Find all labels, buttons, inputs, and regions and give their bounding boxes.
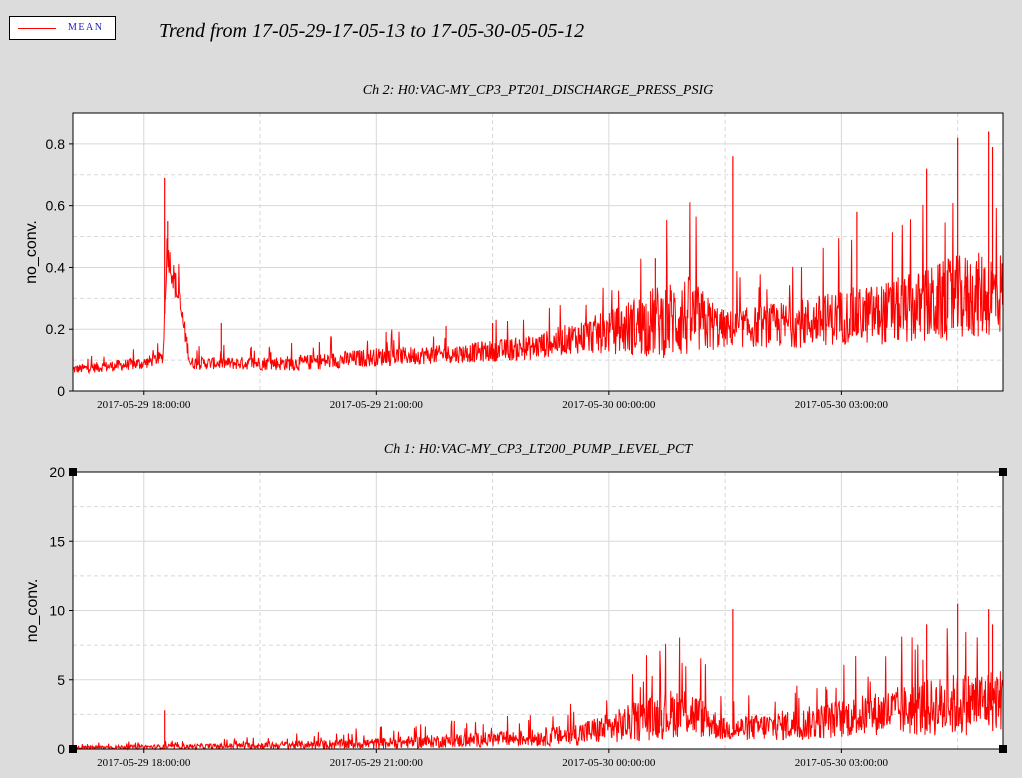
resize-handle[interactable] [69, 468, 77, 476]
y-tick-label: 0.2 [46, 321, 66, 337]
y-tick-label: 0.6 [46, 198, 66, 214]
x-tick-label: 2017-05-30 00:00:00 [562, 757, 656, 769]
x-tick-label: 2017-05-29 21:00:00 [330, 757, 424, 769]
legend-mean-label: MEAN [68, 22, 104, 33]
y-tick-label: 20 [49, 464, 65, 480]
y-tick-label: 10 [49, 603, 65, 619]
resize-handle[interactable] [999, 745, 1007, 753]
chart-1: 0 0.2 0.4 0.6 0.8 2017-05-29 18:00:00 2017-05-… [23, 83, 1004, 411]
plot-frame [72, 112, 1004, 392]
chart-title: Ch 1: H0:VAC-MY_CP3_LT200_PUMP_LEVEL_PCT [384, 442, 693, 457]
y-axis-label: no_conv. [24, 579, 41, 643]
legend-box: MEAN [9, 16, 116, 40]
legend-mean-swatch [18, 28, 56, 29]
x-tick-label: 2017-05-30 03:00:00 [795, 399, 889, 411]
y-tick-label: 15 [49, 533, 65, 549]
resize-handle[interactable] [999, 468, 1007, 476]
x-tick-label: 2017-05-30 00:00:00 [562, 399, 656, 411]
plot-area [73, 113, 1003, 391]
y-tick-label: 0.4 [46, 259, 66, 275]
y-axis-label: no_conv. [23, 220, 40, 284]
series-line-mean [72, 202, 1004, 375]
chart-2: 0 5 10 15 20 2017-05-29 18:00:00 2017-05-29 21… [24, 442, 1007, 769]
series-line-mean [72, 628, 1004, 751]
x-tick-label: 2017-05-29 18:00:00 [97, 757, 191, 769]
chart-title: Ch 2: H0:VAC-MY_CP3_PT201_DISCHARGE_PRES… [363, 83, 713, 98]
y-tick-label: 0 [57, 741, 65, 757]
y-tick-label: 0.8 [46, 136, 66, 152]
x-tick-label: 2017-05-29 21:00:00 [330, 399, 424, 411]
trend-title: Trend from 17-05-29-17-05-13 to 17-05-30… [159, 20, 585, 42]
y-tick-label: 0 [57, 383, 65, 399]
y-tick-label: 5 [57, 672, 65, 688]
resize-handle[interactable] [69, 745, 77, 753]
x-tick-label: 2017-05-29 18:00:00 [97, 399, 191, 411]
x-tick-label: 2017-05-30 03:00:00 [795, 757, 889, 769]
